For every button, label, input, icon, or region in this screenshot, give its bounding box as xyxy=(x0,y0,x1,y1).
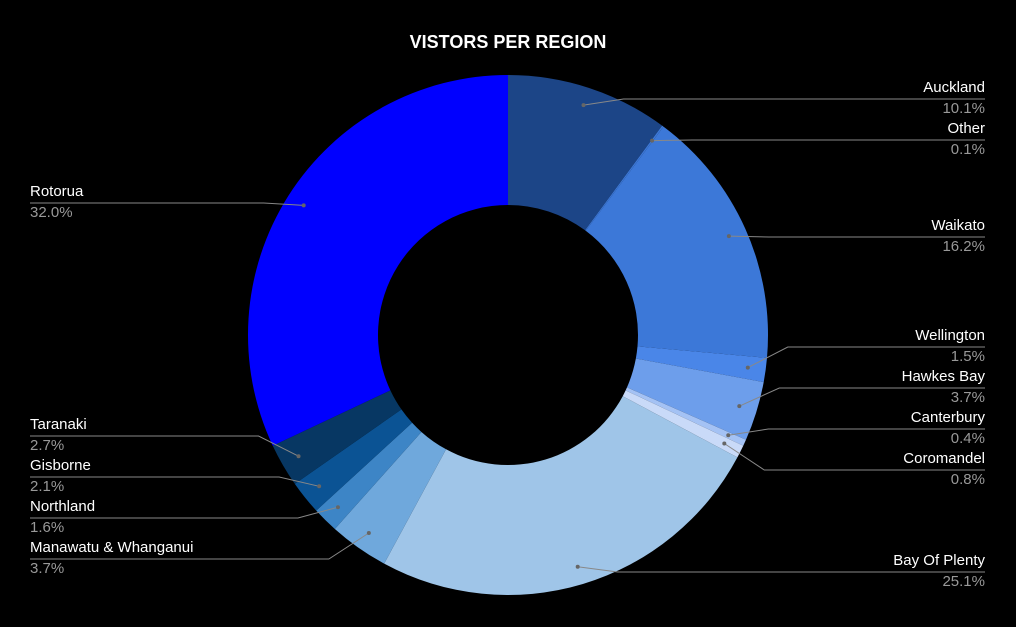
slice xyxy=(622,390,744,458)
leader-line xyxy=(30,476,320,487)
slice-label: Northland xyxy=(30,498,95,515)
leader-line xyxy=(739,387,985,407)
leader-line xyxy=(652,139,985,142)
leader-line xyxy=(583,98,985,106)
slice-label: Bay Of Plenty xyxy=(893,552,985,569)
slice-value-label: 2.1% xyxy=(30,478,64,495)
slice-value-label: 32.0% xyxy=(30,204,73,221)
leader-dot xyxy=(366,530,371,535)
leader-dot xyxy=(737,404,742,409)
slice-label: Gisborne xyxy=(30,457,91,474)
slice-label: Taranaki xyxy=(30,416,87,433)
slice-value-label: 3.7% xyxy=(951,389,985,406)
leader-line xyxy=(577,566,985,573)
leader-dot xyxy=(296,454,301,459)
leader-dot xyxy=(650,138,655,143)
leader-line xyxy=(728,235,985,238)
leader-dot xyxy=(722,441,727,446)
leader-line xyxy=(30,532,370,560)
slice-value-label: 0.1% xyxy=(951,141,985,158)
slice-value-label: 3.7% xyxy=(30,560,64,577)
slice xyxy=(247,74,508,446)
slice xyxy=(384,396,738,596)
slice xyxy=(625,387,746,446)
slice-value-label: 1.5% xyxy=(951,348,985,365)
slice-value-label: 25.1% xyxy=(942,573,985,590)
slice xyxy=(272,390,402,484)
slice-label: Other xyxy=(947,120,985,137)
slice xyxy=(635,346,767,383)
slice xyxy=(626,358,764,440)
leader-dot xyxy=(581,103,586,108)
leader-dot xyxy=(575,564,580,569)
slice-value-label: 0.8% xyxy=(951,471,985,488)
leader-dot xyxy=(745,365,750,370)
leader-line xyxy=(30,202,304,206)
leader-dot xyxy=(335,505,340,510)
slice xyxy=(294,409,413,511)
slice xyxy=(585,125,664,231)
slice xyxy=(334,431,447,564)
slice-label: Wellington xyxy=(915,327,985,344)
slice-label: Canterbury xyxy=(911,409,986,426)
leader-line xyxy=(30,506,339,519)
leader-line xyxy=(747,346,985,369)
slice-value-label: 10.1% xyxy=(942,100,985,117)
slice-value-label: 0.4% xyxy=(951,430,985,447)
leader-line xyxy=(30,435,299,457)
leader-dot xyxy=(317,484,322,489)
slice xyxy=(508,75,663,231)
slice-label: Manawatu & Whanganui xyxy=(30,539,193,556)
leader-dot xyxy=(726,234,731,239)
chart-title: VISTORS PER REGION xyxy=(410,32,607,52)
leader-line xyxy=(724,443,985,471)
leader-line xyxy=(728,428,985,436)
slice-value-label: 2.7% xyxy=(30,437,64,454)
slice-label: Coromandel xyxy=(903,450,985,467)
leader-dot xyxy=(726,433,731,438)
leader-dot xyxy=(301,203,306,208)
slice-label: Hawkes Bay xyxy=(902,368,986,385)
slice-value-label: 1.6% xyxy=(30,519,64,536)
slice-label: Rotorua xyxy=(30,183,84,200)
slice xyxy=(316,422,422,529)
slice-value-label: 16.2% xyxy=(942,238,985,255)
slice-label: Auckland xyxy=(923,79,985,96)
slice-label: Waikato xyxy=(931,217,985,234)
slice xyxy=(585,126,768,358)
